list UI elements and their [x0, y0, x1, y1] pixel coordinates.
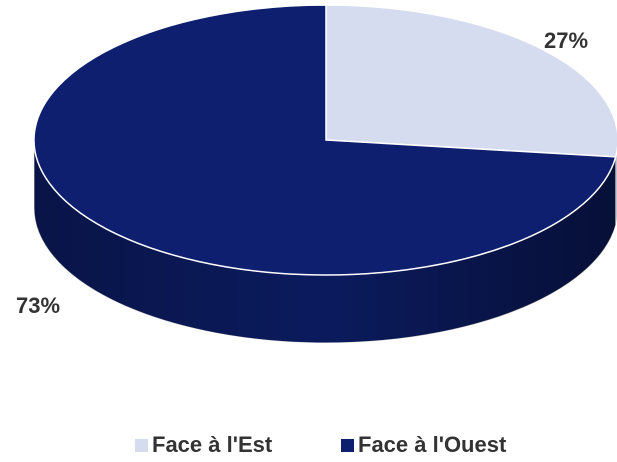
legend-swatch — [341, 439, 354, 452]
data-label: 27% — [544, 28, 588, 53]
pie-slice — [33, 4, 617, 276]
pie-side-shade — [34, 140, 616, 344]
legend-swatch — [135, 439, 148, 452]
legend-label: Face à l'Est — [152, 432, 273, 457]
legend-label: Face à l'Ouest — [358, 432, 507, 457]
data-label: 73% — [16, 293, 60, 318]
